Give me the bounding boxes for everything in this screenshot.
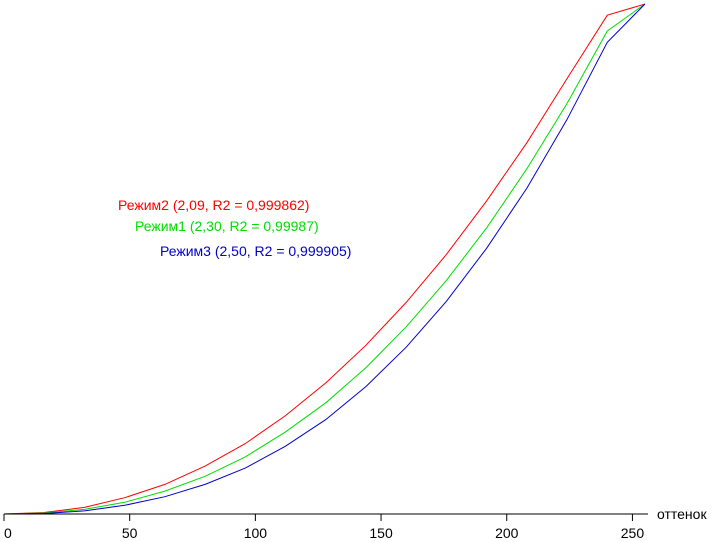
legend: Режим2 (2,09, R2 = 0,999862) Режим1 (2,30… [118, 197, 351, 259]
x-tick-label: 150 [369, 525, 393, 541]
series-line-режим2 [3, 3, 646, 515]
legend-entry-режим1: Режим1 (2,30, R2 = 0,99987) [135, 218, 319, 234]
x-tick-label: 250 [621, 525, 645, 541]
legend-entry-режим3: Режим3 (2,50, R2 = 0,999905) [160, 243, 351, 259]
x-tick-label: 0 [4, 525, 12, 541]
series-lines [3, 3, 646, 515]
x-tick-label: 200 [495, 525, 519, 541]
x-axis-ticks: 0 50 100 150 200 250 [3, 514, 645, 541]
x-axis-label: оттенок [657, 506, 707, 522]
legend-entry-режим2: Режим2 (2,09, R2 = 0,999862) [118, 197, 309, 213]
series-line-режим3 [3, 3, 646, 515]
series-line-режим1 [3, 3, 646, 515]
x-tick-label: 50 [122, 525, 138, 541]
x-tick-label: 100 [244, 525, 268, 541]
